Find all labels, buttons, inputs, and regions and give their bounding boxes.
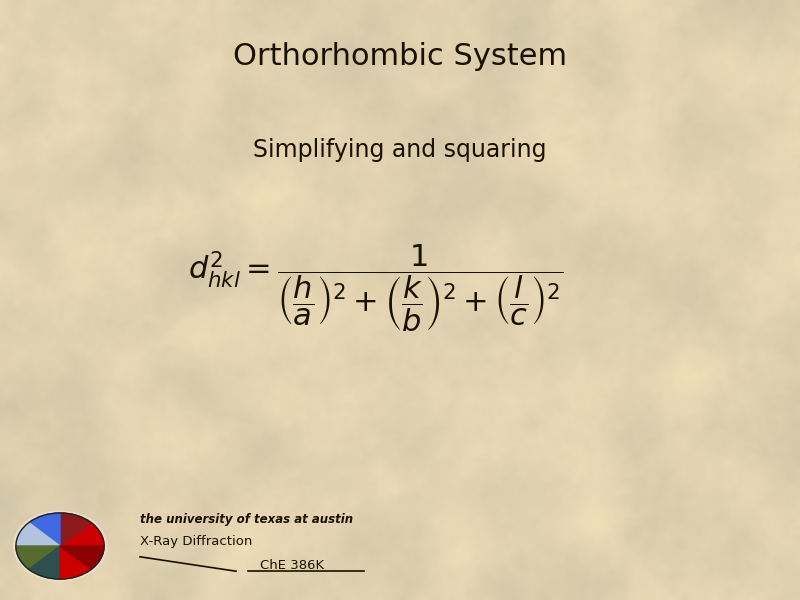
Wedge shape — [60, 546, 104, 569]
Text: X-Ray Diffraction: X-Ray Diffraction — [140, 535, 252, 548]
Circle shape — [14, 511, 106, 581]
Text: the university of texas at austin: the university of texas at austin — [140, 512, 353, 526]
Wedge shape — [60, 523, 104, 546]
Text: $d^{2}_{hkl} = \dfrac{1}{\left(\dfrac{h}{a}\right)^{2} + \left(\dfrac{k}{b}\righ: $d^{2}_{hkl} = \dfrac{1}{\left(\dfrac{h}… — [189, 242, 563, 334]
Text: ChE 386K: ChE 386K — [260, 559, 324, 572]
Wedge shape — [16, 546, 60, 569]
Wedge shape — [29, 513, 60, 546]
Wedge shape — [60, 513, 91, 546]
Text: Simplifying and squaring: Simplifying and squaring — [254, 138, 546, 162]
Wedge shape — [16, 523, 60, 546]
Wedge shape — [29, 546, 60, 579]
Wedge shape — [60, 546, 91, 579]
Text: Orthorhombic System: Orthorhombic System — [233, 42, 567, 71]
